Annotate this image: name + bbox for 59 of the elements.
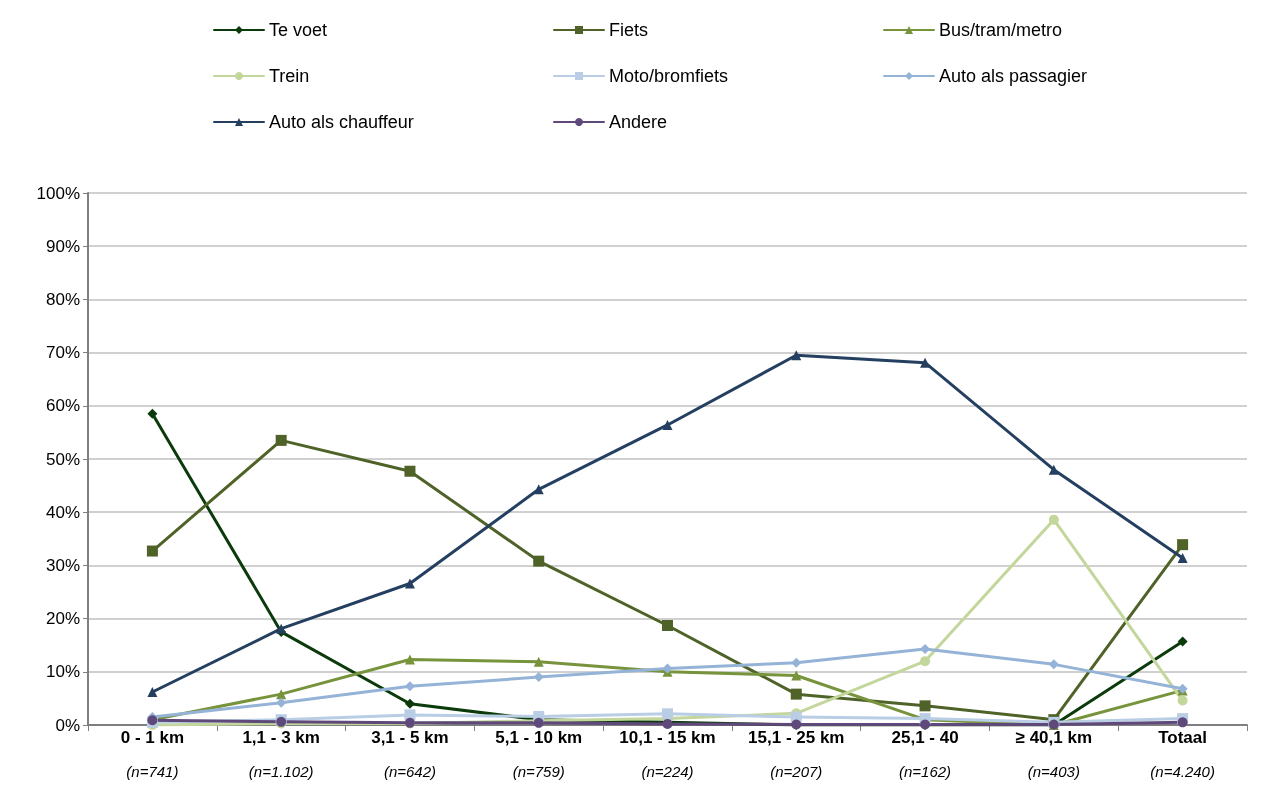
x-tick-label: 15,1 - 25 km (n=207) (748, 727, 845, 780)
point (791, 670, 802, 681)
y-tick-label: 80% (45, 289, 80, 309)
legend-label: Fiets (609, 20, 649, 40)
point (404, 654, 415, 665)
legend-label: Auto als chauffeur (269, 112, 414, 132)
x-tick-label: 0 - 1 km (n=741) (120, 727, 185, 780)
y-tick-label: 90% (45, 236, 80, 256)
point (404, 578, 415, 589)
y-tick-label: 100% (36, 183, 80, 203)
point (1177, 636, 1188, 647)
point (1048, 464, 1059, 475)
point (147, 408, 158, 419)
y-tick-label: 10% (45, 662, 80, 682)
x-tick-label: 3,1 - 5 km (n=642) (371, 727, 449, 780)
point (1177, 695, 1188, 706)
y-tick-label: 30% (45, 555, 80, 575)
point (146, 545, 158, 557)
point (919, 700, 931, 712)
x-tick-label: 1,1 - 3 km (n=1.102) (242, 727, 320, 780)
legend-label: Te voet (269, 20, 328, 40)
point (920, 656, 931, 667)
x-tick-label: 10,1 - 15 km (n=224) (619, 727, 716, 780)
point (404, 681, 415, 692)
point (1048, 659, 1059, 670)
point (533, 484, 544, 495)
legend-label: Bus/tram/metro (939, 20, 1063, 40)
x-tick-label: 5,1 - 10 km (n=759) (495, 727, 583, 780)
point (1177, 539, 1189, 551)
point (275, 434, 287, 446)
x-tick-label: ≥ 40,1 km (n=403) (1015, 727, 1093, 780)
point (276, 697, 287, 708)
point (147, 687, 158, 698)
point (404, 465, 416, 477)
point (791, 350, 802, 361)
legend-label: Auto als passagier (939, 66, 1088, 86)
legend-label: Trein (269, 66, 310, 86)
point (1048, 514, 1059, 525)
y-tick-label: 20% (45, 609, 80, 629)
point (404, 709, 416, 721)
point (533, 656, 544, 667)
point (404, 698, 415, 709)
y-tick-label: 70% (45, 343, 80, 363)
y-tick-label: 50% (45, 449, 80, 469)
y-tick-label: 60% (45, 396, 80, 416)
point (533, 555, 545, 567)
point (790, 688, 802, 700)
legend-label: Moto/bromfiets (609, 66, 729, 86)
y-tick-label: 0% (55, 715, 80, 735)
y-tick-label: 40% (45, 502, 80, 522)
point (276, 689, 287, 700)
x-tick-label: Totaal (n=4.240) (1150, 727, 1215, 780)
x-tick-label: 25,1 - 40 (n=162) (891, 727, 959, 780)
point (1177, 552, 1188, 563)
point (662, 419, 673, 430)
point (662, 620, 673, 632)
legend-label: Andere (609, 112, 668, 132)
point (791, 657, 802, 668)
point (1177, 717, 1188, 728)
